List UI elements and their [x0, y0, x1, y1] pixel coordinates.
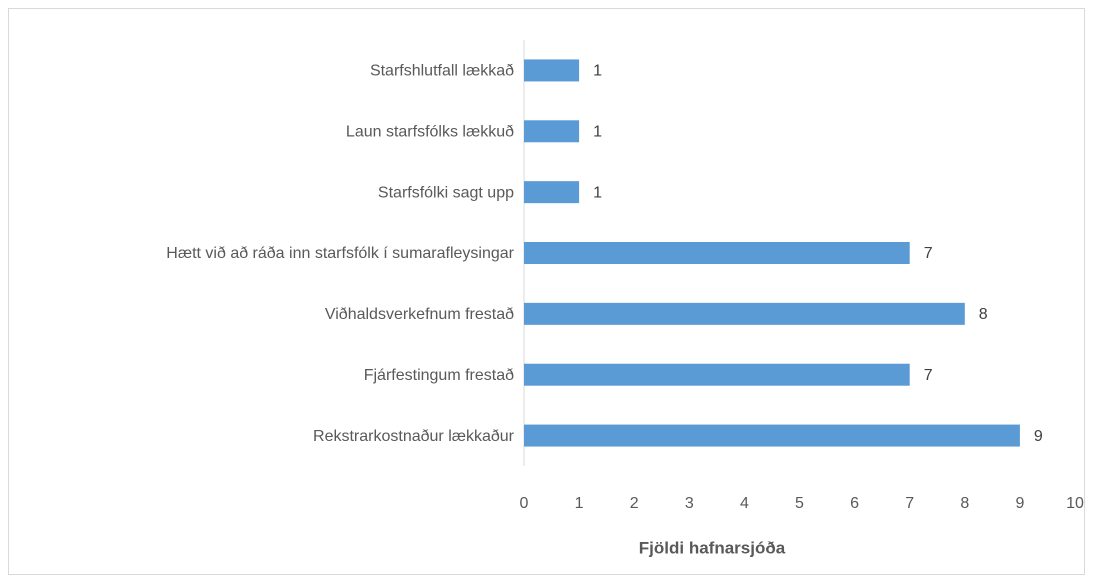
y-tick-label: Rekstrarkostnaður lækkaður	[313, 428, 515, 445]
bar	[524, 120, 580, 143]
data-label: 7	[924, 245, 933, 262]
x-tick-label: 2	[630, 495, 639, 512]
data-label: 9	[1034, 428, 1043, 445]
data-label: 7	[924, 367, 933, 384]
bar	[524, 302, 965, 325]
x-tick-label: 8	[960, 495, 969, 512]
x-tick-label: 9	[1015, 495, 1024, 512]
x-tick-label: 1	[575, 495, 584, 512]
x-tick-label: 5	[795, 495, 804, 512]
x-axis-title: Fjöldi hafnarsjóða	[639, 538, 786, 557]
x-tick-label: 6	[850, 495, 859, 512]
data-label: 1	[593, 63, 602, 80]
y-tick-label: Laun starfsfólks lækkuð	[346, 124, 514, 141]
data-label: 1	[593, 184, 602, 201]
x-tick-label: 3	[685, 495, 694, 512]
x-tick-label: 0	[520, 495, 529, 512]
y-tick-label: Hætt við að ráða inn starfsfólk í sumara…	[166, 245, 514, 262]
data-label: 1	[593, 124, 602, 141]
bar	[524, 424, 1020, 447]
y-tick-label: Starfshlutfall lækkað	[370, 63, 514, 80]
bar	[524, 242, 910, 264]
x-tick-label: 10	[1066, 495, 1084, 512]
chart-frame	[8, 8, 1085, 575]
bar	[524, 363, 910, 386]
bar	[524, 181, 580, 204]
y-tick-label: Starfsfólki sagt upp	[378, 184, 514, 201]
bar	[524, 59, 580, 82]
y-tick-label: Fjárfestingum frestað	[364, 367, 514, 384]
x-tick-label: 7	[905, 495, 914, 512]
y-tick-label: Viðhaldsverkefnum frestað	[325, 306, 514, 323]
x-tick-label: 4	[740, 495, 749, 512]
data-label: 8	[979, 306, 988, 323]
